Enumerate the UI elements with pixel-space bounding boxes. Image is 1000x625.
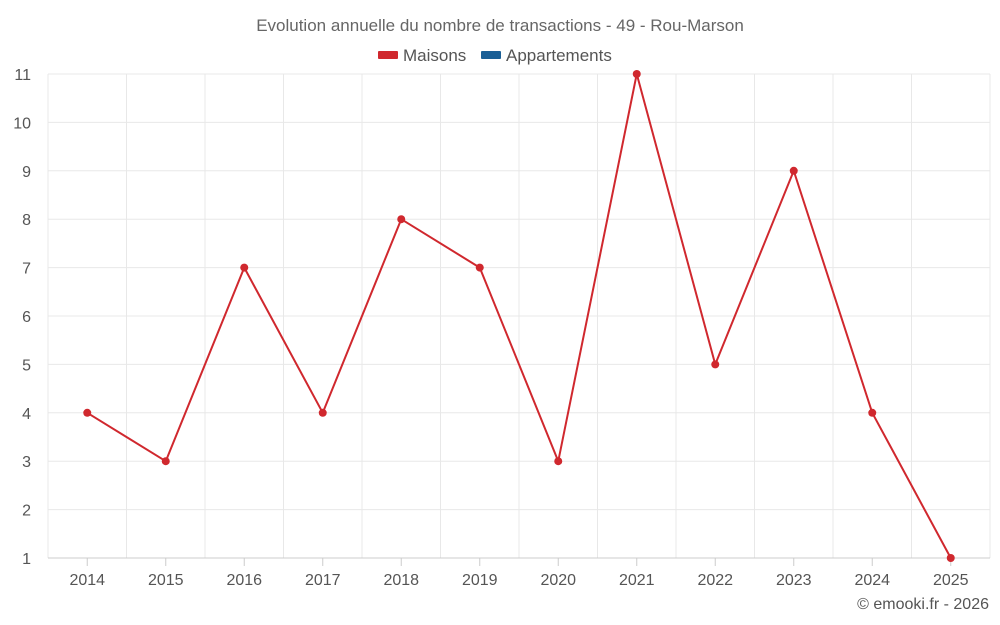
- data-point[interactable]: [946, 554, 955, 562]
- x-tick-label: 2021: [619, 572, 655, 589]
- data-point[interactable]: [397, 215, 406, 224]
- legend-label-maisons: Maisons: [403, 46, 466, 65]
- x-tick-label: 2017: [305, 572, 341, 589]
- x-tick-label: 2015: [148, 572, 184, 589]
- data-point[interactable]: [475, 263, 484, 272]
- x-tick-label: 2014: [69, 572, 105, 589]
- grid: [47, 73, 991, 558]
- data-point[interactable]: [632, 70, 641, 78]
- data-point[interactable]: [554, 457, 563, 466]
- data-point[interactable]: [318, 408, 327, 417]
- x-tick-label: 2023: [776, 572, 812, 589]
- series-line-maisons: [86, 73, 952, 559]
- y-tick-label: 5: [22, 357, 31, 374]
- y-tick-label: 6: [22, 309, 31, 326]
- data-point[interactable]: [789, 166, 798, 175]
- x-tick-label: 2022: [697, 572, 733, 589]
- data-point[interactable]: [161, 457, 170, 466]
- x-tick-label: 2018: [383, 572, 419, 589]
- legend-item-appartements[interactable]: Appartements: [481, 46, 612, 65]
- series-maisons: [83, 70, 955, 562]
- x-tick-label: 2019: [462, 572, 498, 589]
- y-tick-label: 3: [22, 454, 31, 471]
- y-axis-ticks: 1 2 3 4 5 6 7 8 9 10 11: [13, 67, 31, 568]
- y-tick-label: 2: [22, 503, 31, 520]
- x-tick-label: 2025: [933, 572, 969, 589]
- legend-swatch-appartements: [481, 51, 501, 59]
- data-point[interactable]: [240, 263, 249, 272]
- credit-text: © emooki.fr - 2026: [857, 596, 989, 613]
- x-tick-label: 2024: [854, 572, 890, 589]
- legend-item-maisons[interactable]: Maisons: [378, 46, 466, 65]
- y-tick-label: 4: [22, 406, 31, 423]
- y-tick-label: 8: [22, 212, 31, 229]
- y-tick-label: 1: [22, 551, 31, 568]
- data-point[interactable]: [83, 408, 92, 417]
- y-tick-label: 9: [22, 164, 31, 181]
- legend-swatch-maisons: [378, 51, 398, 59]
- y-tick-label: 11: [14, 67, 31, 84]
- y-tick-label: 7: [22, 261, 31, 278]
- x-axis-ticks: 2014 2015 2016 2017 2018 2019 2020 2021 2022 2023…: [69, 558, 969, 589]
- data-point[interactable]: [711, 360, 720, 369]
- legend-label-appartements: Appartements: [506, 46, 612, 65]
- x-tick-label: 2016: [226, 572, 262, 589]
- chart-title: Evolution annuelle du nombre de transact…: [256, 16, 744, 35]
- data-point[interactable]: [868, 408, 877, 417]
- legend: Maisons Appartements: [378, 46, 612, 65]
- x-tick-label: 2020: [540, 572, 576, 589]
- y-tick-label: 10: [13, 115, 31, 132]
